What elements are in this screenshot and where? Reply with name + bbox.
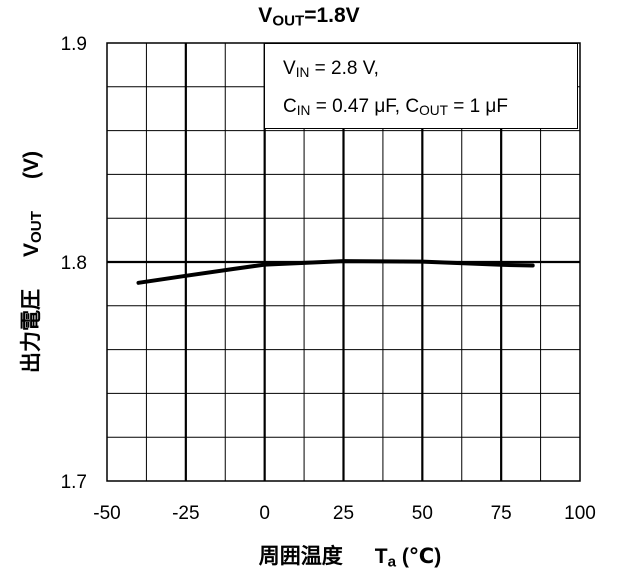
x-tick-label: 25 [333, 503, 354, 524]
chart-title: VOUT=1.8V [258, 4, 360, 30]
x-tick-label: 0 [259, 503, 270, 524]
x-tick-label: 50 [412, 503, 433, 524]
y-tick-label: 1.9 [61, 34, 87, 55]
conditions-annotation: VIN = 2.8 V, CIN = 0.47 μF, COUT = 1 μF [264, 43, 578, 129]
annotation-line-2: CIN = 0.47 μF, COUT = 1 μF [283, 96, 508, 118]
x-axis-label: 周囲温度 Ta (℃) [258, 545, 442, 571]
annotation-line-1: VIN = 2.8 V, [283, 58, 379, 80]
x-tick-label: 100 [564, 503, 596, 524]
y-axis-label: 出力電圧VOUT(V) [19, 151, 46, 373]
y-tick-label: 1.8 [61, 253, 87, 274]
x-tick-label: -25 [172, 503, 199, 524]
x-tick-label: 75 [491, 503, 512, 524]
series-group [136, 259, 535, 285]
x-tick-label: -50 [93, 503, 120, 524]
y-tick-labels: 1.7 1.8 1.9 [61, 34, 87, 493]
x-tick-labels: -50 -25 0 25 50 75 100 [93, 503, 596, 524]
series-line [136, 259, 535, 285]
y-tick-label: 1.7 [61, 472, 87, 493]
